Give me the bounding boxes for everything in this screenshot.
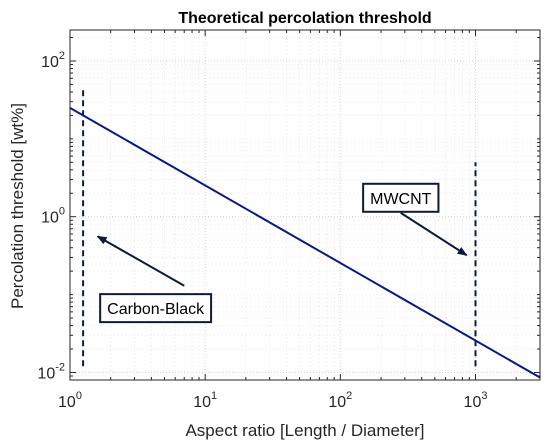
grid bbox=[69, 30, 541, 381]
series-line bbox=[69, 106, 541, 379]
annotation-box bbox=[99, 293, 213, 324]
y-axis-label: Percolation threshold [wt%] bbox=[8, 103, 27, 309]
y-tick-label: 10-2 bbox=[37, 361, 65, 382]
ticks: 100 101 102 103 10-2 100 102 bbox=[37, 30, 541, 411]
x-tick-label: 102 bbox=[328, 390, 352, 411]
x-axis-label: Aspect ratio [Length / Diameter] bbox=[185, 421, 424, 440]
annotation-box bbox=[362, 182, 440, 213]
chart-title: Theoretical percolation threshold bbox=[178, 10, 431, 27]
annotation-label: MWCNT bbox=[370, 191, 432, 208]
y-tick-label: 100 bbox=[41, 206, 65, 227]
plot-frame bbox=[69, 29, 541, 381]
annotation-arrow bbox=[400, 212, 468, 257]
x-tick-label: 101 bbox=[193, 390, 217, 411]
annotation-label: Carbon-Black bbox=[107, 301, 205, 318]
x-tick-label: 103 bbox=[464, 390, 488, 411]
series-layer bbox=[69, 87, 541, 379]
x-tick-label: 100 bbox=[58, 390, 82, 411]
y-tick-label: 102 bbox=[41, 50, 65, 71]
annotations: Carbon-Black MWCNT bbox=[96, 182, 468, 324]
annotation-arrow bbox=[96, 235, 185, 287]
